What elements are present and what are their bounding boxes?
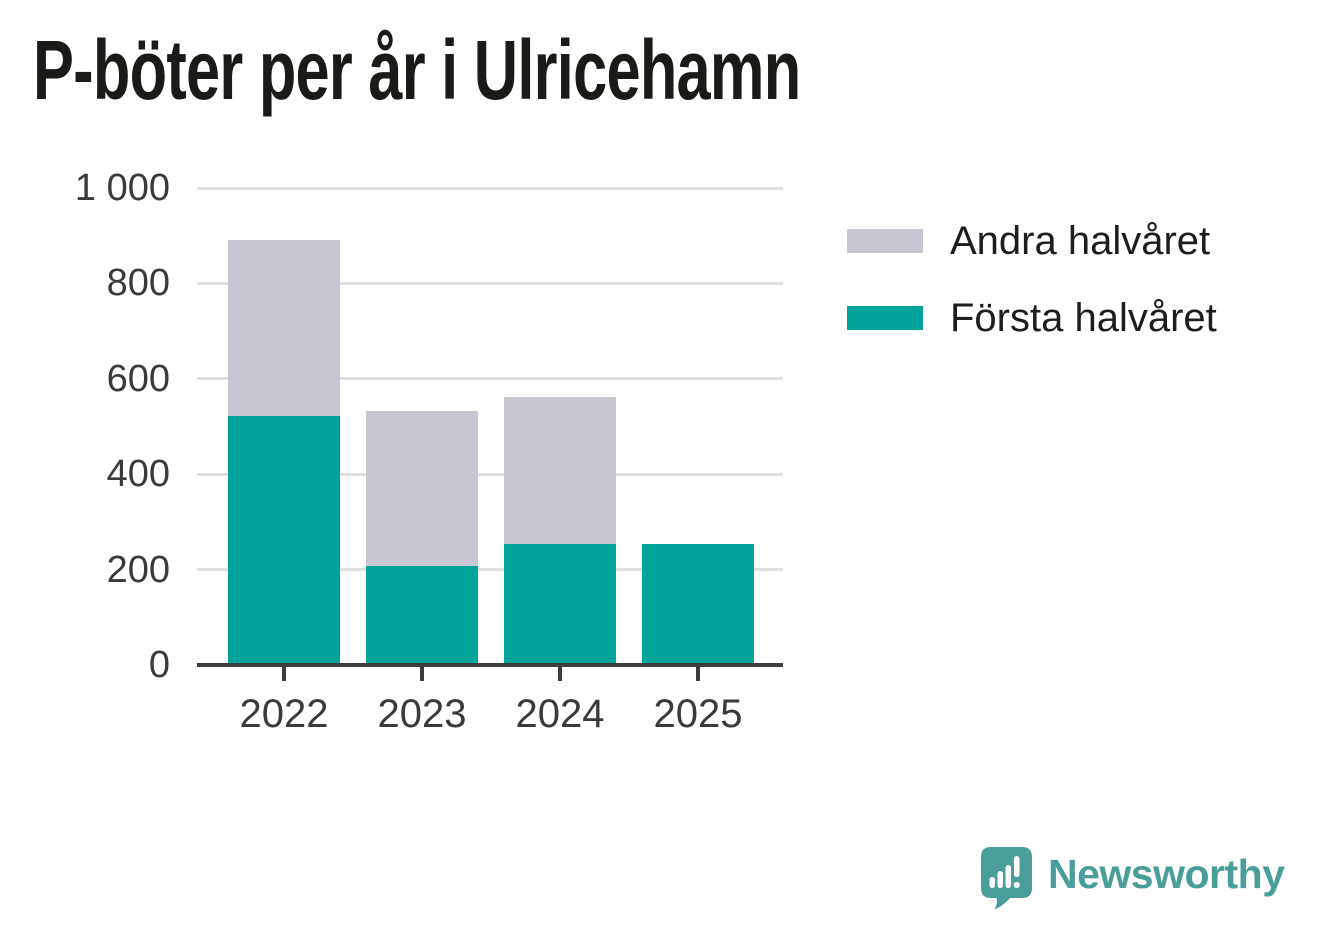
y-axis-label: 1 000 — [74, 167, 170, 209]
y-axis-label: 400 — [106, 453, 170, 496]
legend-item: Första halvåret — [847, 296, 1217, 340]
x-axis-line — [197, 663, 783, 667]
legend-label: Första halvåret — [950, 296, 1217, 340]
legend: Andra halvåret Första halvåret — [847, 219, 1217, 340]
legend-swatch — [847, 229, 923, 253]
y-axis-label: 800 — [106, 262, 170, 305]
gridline-200 — [197, 568, 783, 572]
bar-segment-second-half-2023 — [366, 410, 478, 566]
y-axis-label: 200 — [106, 548, 170, 591]
bar-segment-second-half-2022 — [228, 239, 340, 416]
bar-segment-second-half-2024 — [504, 396, 616, 544]
legend-swatch — [847, 306, 923, 330]
bar-segment-first-half-2024 — [504, 543, 616, 665]
y-axis-label: 600 — [106, 357, 170, 400]
y-axis-label: 0 — [148, 644, 170, 686]
x-axis-tick-2023 — [420, 667, 424, 681]
gridline-400 — [197, 472, 783, 476]
x-axis-tick-2025 — [696, 667, 700, 681]
gridline-1000 — [197, 186, 783, 190]
bar-segment-first-half-2025 — [642, 543, 754, 665]
x-axis-label-2022: 2022 — [239, 692, 329, 736]
x-axis-tick-2022 — [282, 667, 286, 681]
brand-wordmark: Newsworthy — [1048, 851, 1285, 897]
x-axis-label-2024: 2024 — [515, 692, 605, 736]
footer-brand: Newsworthy — [981, 847, 1285, 910]
chart-title: P-böter per år i Ulricehamn — [33, 23, 801, 117]
legend-label: Andra halvåret — [950, 219, 1211, 263]
x-axis-tick-2024 — [558, 667, 562, 681]
gridline-800 — [197, 281, 783, 285]
x-axis-label-2025: 2025 — [653, 692, 743, 736]
legend-item: Andra halvåret — [847, 219, 1217, 263]
bar-segment-first-half-2023 — [366, 565, 478, 665]
x-axis-label-2023: 2023 — [377, 692, 467, 736]
gridline-600 — [197, 377, 783, 381]
newsworthy-logo-icon — [981, 847, 1032, 910]
bar-segment-first-half-2022 — [228, 415, 340, 665]
